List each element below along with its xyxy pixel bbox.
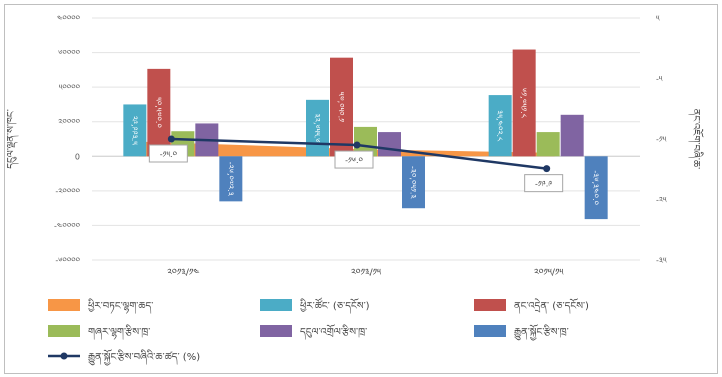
bar [488, 95, 512, 157]
category-labels: ༢༠༡༣/༡༤ ༢༠༡༣/༡༥ ༢༠༡༥/༡༥ [167, 268, 564, 278]
left-axis-title: དངུལ་ལྡན་ས་ཁང་ [6, 109, 19, 169]
right-tick-label: ༥ [656, 14, 660, 23]
legend-label: ཕྱིར་བཏང་ལྷག་ཆད་ [88, 298, 153, 314]
bar [354, 126, 377, 157]
line-data-label: -༡༩.༩ [535, 180, 552, 189]
bar [560, 114, 584, 157]
bar [512, 49, 536, 157]
left-tick-label: -༦༠༠༠༠ [55, 256, 80, 265]
legend-swatch [474, 299, 506, 311]
legend-label: དངུལ་འགྲོལ་རྩིས་ཁྲ་ [300, 324, 367, 340]
bar-data-label: ༣༢,༦༥༥.༦ [313, 114, 322, 143]
left-tick-label: ༦༠༠༠༠ [58, 49, 80, 58]
line-data-label: -༡༥.༠ [160, 150, 178, 159]
left-tick-label: ༢༠༠༠༠ [58, 118, 80, 127]
bar [536, 132, 560, 157]
line-point [353, 141, 361, 149]
left-tick-label: ༤༠༠༠༠ [57, 14, 81, 23]
legend-swatch [260, 299, 292, 311]
left-tick-label: 0 [75, 152, 80, 161]
line-data-callout [334, 150, 374, 169]
bar-data-label: -༣༠,༠༥༡.༣ [409, 166, 418, 199]
bar-data-label: -༣༦,༣༤༠.༠ [591, 170, 600, 205]
legend-swatch [48, 325, 80, 337]
line-point [543, 165, 551, 173]
legend-label: ཕྱིར་ཚོང་ (ཅ་དངོས་) [300, 297, 370, 314]
bar [378, 132, 401, 157]
bar [123, 104, 147, 157]
line-point [167, 135, 175, 143]
axis-titles: དངུལ་ལྡན་ས་ཁང་ ནང་འཇོག་བཞི་ཆ་ [6, 109, 704, 170]
left-axis-ticks: ༤༠༠༠༠ ༦༠༠༠༠ ༥༠༠༠༠ ༢༠༠༠༠ 0 -༢༠༠༠༠ -༤༠༠༠༠ -༦༠༠༠༠ [54, 14, 81, 265]
left-tick-label: -༢༠༠༠༠ [55, 187, 80, 196]
legend-label: ནང་འདྲེན་ (ཅ་དངོས་) [514, 298, 589, 314]
bar [147, 68, 171, 157]
legend-label: རྒྱུན་སྐྱོང་རྩིས་ཁྲ་ [514, 324, 569, 341]
legend-swatch [260, 325, 292, 337]
right-tick-label: -༡༥ [656, 135, 667, 144]
line-data-label: -༡༦.༠ [345, 156, 363, 165]
bar-series [123, 49, 608, 220]
category-label: ༢༠༡༥/༡༥ [534, 268, 564, 278]
bar [219, 156, 243, 202]
right-axis-title: ནང་འཇོག་བཞི་ཆ་ [688, 109, 704, 170]
right-axis-ticks: ༥ -༥ -༡༥ -༢༥ -༣༥ [656, 14, 667, 265]
legend-swatch [48, 299, 80, 311]
bar [330, 57, 353, 157]
line-data-callout [148, 144, 188, 163]
bar [402, 156, 425, 209]
bar-data-label: ༦༡,༧༥༡.༨ [519, 88, 528, 119]
legend-line-marker [60, 352, 68, 360]
line-data-callout [524, 174, 564, 193]
right-tick-label: -༣༥ [656, 256, 667, 265]
category-label: ༢༠༡༣/༡༤ [167, 268, 199, 278]
bar-data-label: ༣༥,༤༠༢.༨ [495, 110, 504, 142]
bar-data-label: ༥༠,༥༧༠.༠ [154, 97, 163, 128]
left-tick-label: -༤༠༠༠༠ [54, 221, 81, 230]
legend-label: གཞར་ལྷག་རྩིས་ཁྲ་ [88, 324, 150, 340]
bar-labels: ༢༩,༩༩༣.༥ ༥༠,༥༧༠.༠ -༢༦,༠༧༢.༣ ༣༢,༦༥༥.༦ ༥༧,༠༥༠.… [130, 88, 600, 206]
bar-data-label: ༢༩,༩༩༣.༥ [130, 116, 139, 145]
right-tick-label: -༥ [656, 75, 663, 84]
bar [584, 156, 608, 220]
legend-label: རྒྱུན་སྐྱོང་རྩིས་བཞིའི་ཆ་ཚད་ (%) [88, 349, 200, 366]
bar-data-label: -༢༦,༠༧༢.༣ [226, 162, 235, 197]
bar [306, 99, 329, 157]
legend-swatch [474, 325, 506, 337]
line-series: -༡༥.༠ -༡༦.༠ -༡༩.༩ [148, 135, 564, 193]
left-tick-label: ༥༠༠༠༠ [59, 83, 81, 92]
legend: ཕྱིར་བཏང་ལྷག་ཆད་ ཕྱིར་ཚོང་ (ཅ་དངོས་) ནང་འད… [48, 297, 589, 366]
category-label: ༢༠༡༣/༡༥ [351, 268, 382, 278]
right-tick-label: -༢༥ [656, 196, 667, 205]
bar-data-label: ༥༧,༠༥༠.༡ [337, 92, 346, 122]
